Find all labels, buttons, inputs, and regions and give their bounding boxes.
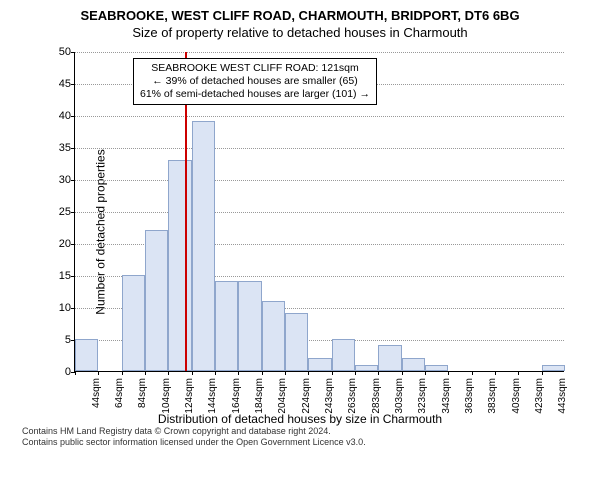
x-tick: [495, 371, 496, 375]
x-tick-label: 403sqm: [511, 378, 522, 414]
bar: [542, 365, 565, 371]
y-tick-label: 35: [45, 142, 71, 154]
bar: [425, 365, 448, 371]
bar: [238, 281, 261, 371]
x-tick: [75, 371, 76, 375]
y-tick: [71, 276, 75, 277]
x-tick-label: 323sqm: [417, 378, 428, 414]
y-tick: [71, 52, 75, 53]
y-tick-label: 10: [45, 302, 71, 314]
x-tick: [192, 371, 193, 375]
y-tick: [71, 308, 75, 309]
attribution-text: Contains HM Land Registry data © Crown c…: [10, 426, 590, 449]
bar: [168, 160, 191, 371]
annotation-line: ← 39% of detached houses are smaller (65…: [140, 75, 370, 88]
bar: [378, 345, 401, 371]
gridline: [75, 116, 564, 117]
x-tick: [168, 371, 169, 375]
x-tick-label: 443sqm: [557, 378, 568, 414]
y-tick-label: 15: [45, 270, 71, 282]
bar: [402, 358, 425, 371]
x-tick-label: 164sqm: [231, 378, 242, 414]
y-tick: [71, 116, 75, 117]
attrib-line2: Contains public sector information licen…: [22, 437, 590, 448]
plot-area: 0510152025303540455044sqm64sqm84sqm104sq…: [74, 52, 564, 372]
bar: [285, 313, 308, 371]
y-tick-label: 40: [45, 110, 71, 122]
x-tick-label: 303sqm: [394, 378, 405, 414]
x-tick-label: 124sqm: [184, 378, 195, 414]
bar: [122, 275, 145, 371]
bar: [308, 358, 331, 371]
x-tick: [518, 371, 519, 375]
x-tick: [472, 371, 473, 375]
x-tick: [308, 371, 309, 375]
gridline: [75, 148, 564, 149]
y-tick: [71, 84, 75, 85]
x-tick-label: 263sqm: [347, 378, 358, 414]
x-tick: [542, 371, 543, 375]
x-tick-label: 224sqm: [301, 378, 312, 414]
x-tick-label: 84sqm: [137, 378, 148, 408]
y-tick-label: 0: [45, 366, 71, 378]
x-tick: [285, 371, 286, 375]
x-tick-label: 144sqm: [207, 378, 218, 414]
y-tick-label: 45: [45, 78, 71, 90]
x-tick: [238, 371, 239, 375]
bar: [262, 301, 285, 371]
x-tick-label: 104sqm: [161, 378, 172, 414]
attrib-line1: Contains HM Land Registry data © Crown c…: [22, 426, 590, 437]
annotation-box: SEABROOKE WEST CLIFF ROAD: 121sqm← 39% o…: [133, 58, 377, 105]
y-tick-label: 50: [45, 46, 71, 58]
annotation-line: 61% of semi-detached houses are larger (…: [140, 88, 370, 101]
x-tick-label: 64sqm: [114, 378, 125, 408]
x-tick-label: 383sqm: [487, 378, 498, 414]
y-tick-label: 30: [45, 174, 71, 186]
y-tick-label: 5: [45, 334, 71, 346]
x-tick-label: 44sqm: [91, 378, 102, 408]
x-tick-label: 283sqm: [371, 378, 382, 414]
chart: Number of detached properties 0510152025…: [20, 42, 580, 422]
x-tick: [332, 371, 333, 375]
y-tick-label: 20: [45, 238, 71, 250]
y-tick: [71, 180, 75, 181]
x-tick: [215, 371, 216, 375]
x-tick: [402, 371, 403, 375]
y-tick: [71, 148, 75, 149]
bar: [192, 121, 215, 371]
subtitle: Size of property relative to detached ho…: [10, 25, 590, 40]
x-tick-label: 343sqm: [441, 378, 452, 414]
x-tick: [378, 371, 379, 375]
x-tick: [98, 371, 99, 375]
bar: [332, 339, 355, 371]
y-tick-label: 25: [45, 206, 71, 218]
x-tick-label: 363sqm: [464, 378, 475, 414]
x-tick-label: 204sqm: [277, 378, 288, 414]
bar: [145, 230, 168, 371]
x-axis-label: Distribution of detached houses by size …: [158, 412, 442, 426]
gridline: [75, 212, 564, 213]
y-tick: [71, 212, 75, 213]
x-tick-label: 423sqm: [534, 378, 545, 414]
y-tick: [71, 244, 75, 245]
x-tick: [145, 371, 146, 375]
bar: [75, 339, 98, 371]
x-tick: [262, 371, 263, 375]
gridline: [75, 52, 564, 53]
x-tick: [425, 371, 426, 375]
x-tick-label: 184sqm: [254, 378, 265, 414]
bar: [215, 281, 238, 371]
page-title: SEABROOKE, WEST CLIFF ROAD, CHARMOUTH, B…: [10, 8, 590, 23]
gridline: [75, 180, 564, 181]
annotation-line: SEABROOKE WEST CLIFF ROAD: 121sqm: [140, 62, 370, 75]
x-tick: [355, 371, 356, 375]
x-tick: [448, 371, 449, 375]
x-tick: [122, 371, 123, 375]
x-tick-label: 243sqm: [324, 378, 335, 414]
bar: [355, 365, 378, 371]
